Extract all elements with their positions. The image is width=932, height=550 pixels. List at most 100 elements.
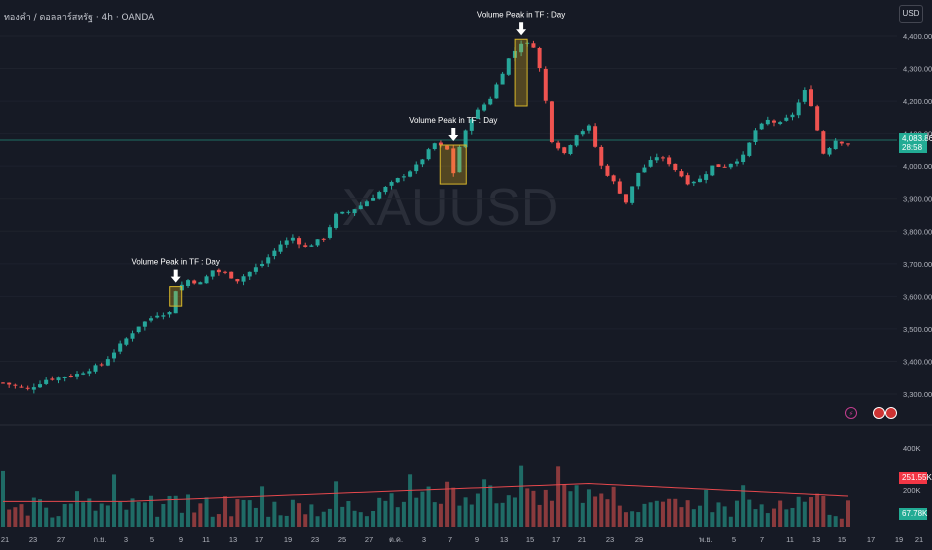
- time-tick-label: 23: [606, 535, 614, 544]
- candle-body: [642, 167, 647, 173]
- volume-bar: [445, 481, 450, 527]
- candle-body: [679, 171, 684, 177]
- candle-body: [451, 148, 456, 174]
- candle-body: [568, 145, 573, 154]
- candle-body: [395, 178, 400, 183]
- candle-body: [519, 43, 524, 53]
- candle-body: [297, 238, 302, 245]
- candle-body: [543, 68, 548, 101]
- candle-body: [155, 315, 160, 318]
- volume-bar: [691, 509, 696, 527]
- candle-body: [420, 159, 425, 165]
- time-tick-label: ต.ค.: [389, 535, 403, 544]
- time-tick-label: 19: [284, 535, 292, 544]
- volume-bar: [543, 489, 548, 527]
- candle-body: [56, 377, 61, 381]
- volume-bar: [161, 504, 166, 527]
- volume-bar: [401, 501, 406, 527]
- volume-bar: [438, 503, 443, 527]
- candle-body: [445, 145, 450, 150]
- candle-body: [747, 142, 752, 156]
- candle-body: [710, 165, 715, 176]
- volume-bar: [642, 503, 647, 527]
- volume-bar: [278, 515, 283, 527]
- time-tick-label: 23: [29, 535, 37, 544]
- volume-tick-label: 400K: [903, 444, 921, 453]
- bar-countdown: 28:58: [902, 143, 923, 152]
- candle-body: [25, 387, 30, 389]
- candle-body: [241, 276, 246, 282]
- price-tick-label: 3,700.000: [903, 260, 932, 269]
- candle-body: [99, 364, 104, 366]
- volume-bar: [482, 479, 487, 527]
- time-tick-label: ก.ย.: [93, 535, 106, 544]
- volume-peak-label: Volume Peak in TF : Day: [409, 116, 497, 125]
- volume-bar: [31, 497, 36, 527]
- price-tick-label: 3,800.000: [903, 227, 932, 236]
- candle-body: [759, 123, 764, 130]
- time-tick-label: 7: [760, 535, 764, 544]
- candle-body: [383, 186, 388, 193]
- time-tick-label: 27: [57, 535, 65, 544]
- volume-bar: [364, 516, 369, 527]
- event-icons[interactable]: ⚡: [845, 407, 897, 419]
- candle-body: [309, 245, 314, 247]
- candle-body: [260, 263, 265, 267]
- volume-bar: [315, 516, 320, 527]
- volume-bar: [395, 507, 400, 527]
- time-tick-label: 29: [635, 535, 643, 544]
- volume-bar: [136, 501, 141, 527]
- volume-bar: [167, 495, 172, 527]
- candle-body: [186, 280, 191, 286]
- volume-bar: [204, 497, 209, 527]
- volume-bar: [87, 498, 92, 527]
- time-tick-label: 21: [578, 535, 586, 544]
- candle-body: [648, 160, 653, 167]
- volume-bar: [728, 516, 733, 527]
- candle-body: [7, 382, 12, 385]
- volume-bar: [297, 503, 302, 527]
- volume-bar: [500, 502, 505, 527]
- volume-bar: [321, 511, 326, 527]
- candle-body: [364, 201, 369, 207]
- volume-bar: [334, 481, 339, 527]
- volume-bar: [62, 504, 67, 527]
- candle-body: [210, 270, 215, 277]
- time-tick-label: 21: [915, 535, 923, 544]
- candle-body: [377, 192, 382, 199]
- volume-bar: [784, 509, 789, 527]
- candle-body: [457, 146, 462, 173]
- time-tick-label: 3: [422, 535, 426, 544]
- candle-body: [716, 164, 721, 167]
- volume-bar: [192, 512, 197, 527]
- candle-body: [494, 84, 499, 99]
- symbol-watermark: XAUUSD: [342, 179, 559, 237]
- volume-bar: [155, 516, 160, 527]
- us-flag-event-icon: [885, 407, 897, 419]
- volume-bar: [327, 508, 332, 527]
- lightning-event-icon: [845, 407, 857, 419]
- candle-body: [605, 165, 610, 176]
- volume-bar: [617, 505, 622, 527]
- candle-body: [93, 365, 98, 372]
- volume-bar: [568, 491, 573, 527]
- time-tick-label: 7: [448, 535, 452, 544]
- price-tick-label: 3,500.000: [903, 325, 932, 334]
- candle-body: [691, 181, 696, 184]
- candle-body: [500, 73, 505, 85]
- currency-button[interactable]: USD: [899, 5, 923, 23]
- candle-body: [315, 239, 320, 246]
- volume-tick-label: 200K: [903, 486, 921, 495]
- candle-body: [839, 141, 844, 144]
- candle-body: [105, 359, 110, 366]
- volume-bar: [223, 496, 228, 527]
- volume-bar: [654, 500, 659, 527]
- candle-body: [167, 312, 172, 315]
- volume-bar: [519, 465, 524, 527]
- candle-body: [149, 318, 154, 321]
- volume-bar: [13, 507, 18, 527]
- volume-bar: [19, 504, 24, 527]
- price-tick-label: 3,600.000: [903, 292, 932, 301]
- candle-body: [580, 131, 585, 135]
